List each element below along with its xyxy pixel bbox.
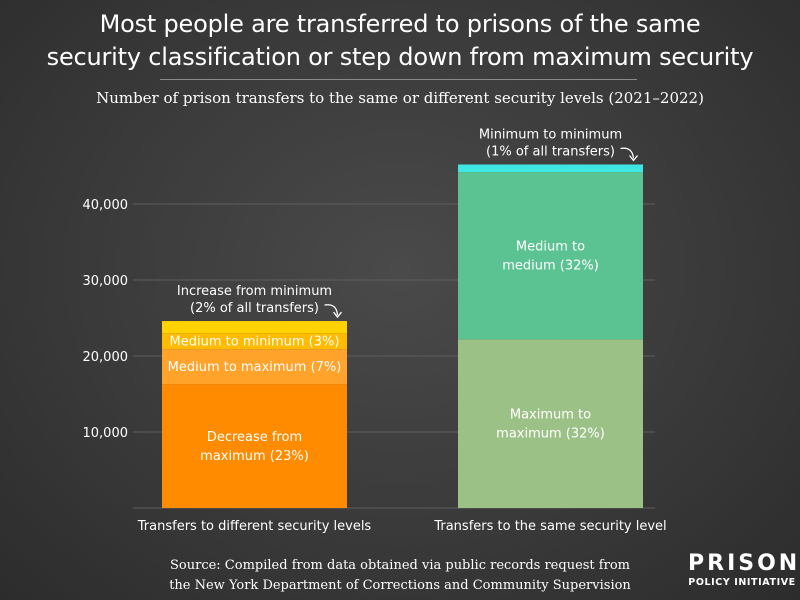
- source-note: Source: Compiled from data obtained via …: [120, 556, 680, 596]
- segment-label: Decrease from maximum (23%): [200, 430, 309, 464]
- bar-segment: [458, 339, 643, 508]
- annotation-arrowhead: [628, 155, 639, 162]
- logo-line-1: PRISON: [688, 551, 800, 576]
- chart-subtitle: Number of prison transfers to the same o…: [96, 89, 704, 107]
- segment-label-line: Maximum to: [510, 408, 591, 423]
- annotation-text-line: Minimum to minimum: [479, 128, 622, 143]
- title-divider: [160, 79, 637, 80]
- y-axis-ticks: 10,000 20,000 30,000 40,000: [83, 198, 129, 441]
- segment-label: Medium to medium (32%): [502, 240, 599, 274]
- y-tick-label: 40,000: [83, 198, 129, 213]
- segment-label-line: maximum (23%): [200, 449, 309, 464]
- logo-line-2: POLICY INITIATIVE: [688, 577, 796, 588]
- segment-label-line: Medium to minimum (3%): [170, 335, 340, 350]
- x-axis-labels: Transfers to different security levels Tr…: [137, 519, 667, 534]
- bars: [162, 164, 643, 508]
- annotations: Increase from minimum (2% of all transfer…: [177, 128, 639, 319]
- y-tick-label: 20,000: [83, 350, 129, 365]
- annotation-arrowhead: [332, 311, 343, 319]
- segment-label: Medium to minimum (3%): [170, 335, 340, 350]
- segment-label: Maximum to maximum (32%): [496, 408, 605, 442]
- annotation-arrow: [324, 304, 339, 316]
- segment-label: Medium to maximum (7%): [168, 360, 342, 375]
- y-tick-label: 30,000: [83, 274, 129, 289]
- annotation-text-line: (2% of all transfers): [190, 301, 319, 316]
- source-line-2: the New York Department of Corrections a…: [169, 578, 631, 593]
- segment-label-line: Medium to: [516, 240, 585, 255]
- bar-segment: [162, 349, 347, 385]
- bar-segment: [162, 384, 347, 508]
- x-category-label: Transfers to the same security level: [433, 519, 666, 534]
- prison-policy-initiative-logo: PRISON POLICY INITIATIVE: [688, 551, 800, 590]
- segment-label-line: medium (32%): [502, 259, 599, 274]
- x-category-label: Transfers to different security levels: [137, 519, 372, 534]
- annotation-arrow: [620, 147, 635, 159]
- bar-segment: [458, 164, 643, 173]
- segment-label-line: maximum (32%): [496, 427, 605, 442]
- annotation-text: Increase from minimum (2% of all transfer…: [177, 284, 332, 316]
- bar-segment: [162, 321, 347, 334]
- annotation-text-line: Increase from minimum: [177, 284, 332, 299]
- segment-label-line: Decrease from: [207, 430, 302, 445]
- annotation-text: Minimum to minimum (1% of all transfers): [479, 128, 622, 160]
- annotation-text-line: (1% of all transfers): [486, 145, 615, 160]
- segment-labels: Decrease from maximum (23%) Medium to maxi…: [168, 240, 605, 464]
- y-tick-label: 10,000: [83, 426, 129, 441]
- bar-segment: [458, 172, 643, 340]
- source-line-1: Source: Compiled from data obtained via …: [170, 558, 630, 573]
- segment-label-line: Medium to maximum (7%): [168, 360, 342, 375]
- bar-segment: [162, 333, 347, 350]
- chart-title: Most people are transferred to prisons o…: [46, 10, 754, 71]
